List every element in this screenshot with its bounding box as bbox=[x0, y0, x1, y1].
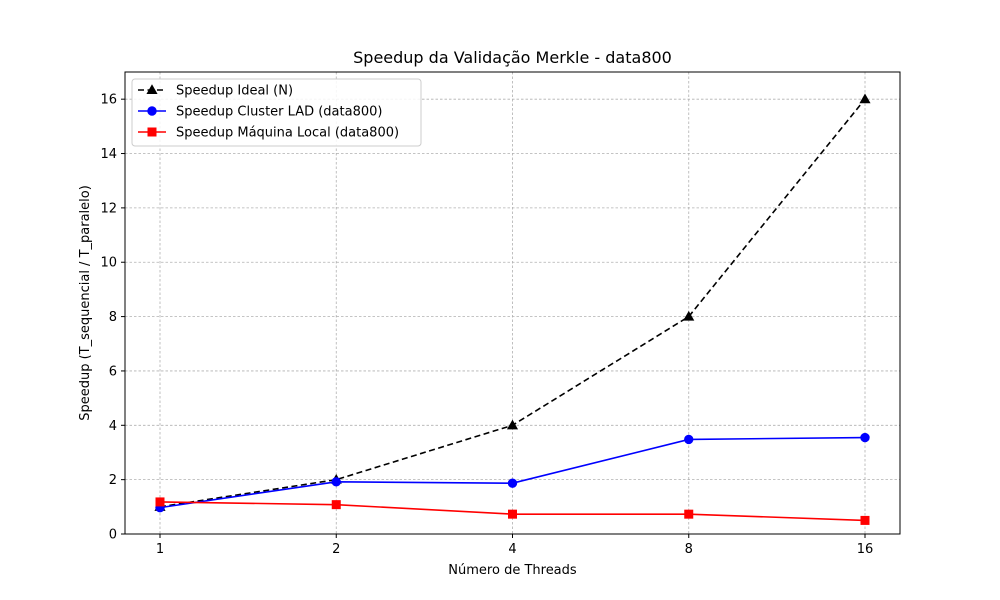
data-point bbox=[684, 509, 694, 519]
legend-label: Speedup Máquina Local (data800) bbox=[176, 126, 399, 141]
legend-label: Speedup Ideal (N) bbox=[176, 84, 293, 99]
data-point bbox=[860, 432, 870, 443]
y-tick-label: 6 bbox=[109, 364, 117, 379]
data-point bbox=[860, 515, 870, 525]
legend: Speedup Ideal (N) Speedup Cluster LAD (da… bbox=[131, 78, 422, 147]
legend-box bbox=[131, 78, 422, 147]
data-point bbox=[859, 93, 871, 104]
y-tick-label: 12 bbox=[100, 201, 117, 216]
x-tick-label: 4 bbox=[508, 542, 516, 557]
y-tick-label: 10 bbox=[100, 256, 117, 271]
x-axis: 1 2 4 8 16 bbox=[156, 534, 873, 557]
legend-entry: Speedup Máquina Local (data800) bbox=[138, 126, 399, 141]
x-tick-label: 1 bbox=[156, 542, 164, 557]
y-tick-label: 0 bbox=[109, 528, 117, 543]
legend-marker bbox=[147, 127, 157, 137]
y-tick-label: 8 bbox=[109, 310, 117, 325]
data-point bbox=[683, 310, 695, 321]
y-tick-label: 2 bbox=[109, 473, 117, 488]
y-tick-label: 14 bbox=[100, 147, 117, 162]
x-tick-label: 8 bbox=[685, 542, 693, 557]
chart-title: Speedup da Validação Merkle - data800 bbox=[353, 48, 672, 67]
data-point bbox=[331, 500, 341, 510]
data-point bbox=[684, 434, 694, 445]
legend-marker bbox=[147, 106, 157, 116]
legend-label: Speedup Cluster LAD (data800) bbox=[176, 105, 382, 120]
x-tick-label: 16 bbox=[857, 542, 874, 557]
y-tick-label: 4 bbox=[109, 419, 117, 434]
data-point bbox=[155, 497, 165, 507]
series-layer bbox=[154, 93, 871, 525]
x-tick-label: 2 bbox=[332, 542, 340, 557]
y-tick-label: 16 bbox=[100, 93, 117, 108]
data-point bbox=[331, 477, 341, 487]
legend-entry: Speedup Cluster LAD (data800) bbox=[138, 105, 382, 120]
data-point bbox=[507, 478, 518, 488]
y-axis: 0 2 4 6 8 10 12 14 16 bbox=[100, 93, 125, 543]
data-point bbox=[506, 419, 519, 430]
y-axis-title: Speedup (T_sequencial / T_paralelo) bbox=[78, 185, 93, 421]
legend-entry: Speedup Ideal (N) bbox=[138, 84, 293, 99]
data-point bbox=[508, 509, 517, 519]
x-axis-title: Número de Threads bbox=[448, 563, 577, 578]
legend-marker bbox=[146, 84, 158, 95]
series-group bbox=[155, 497, 870, 525]
